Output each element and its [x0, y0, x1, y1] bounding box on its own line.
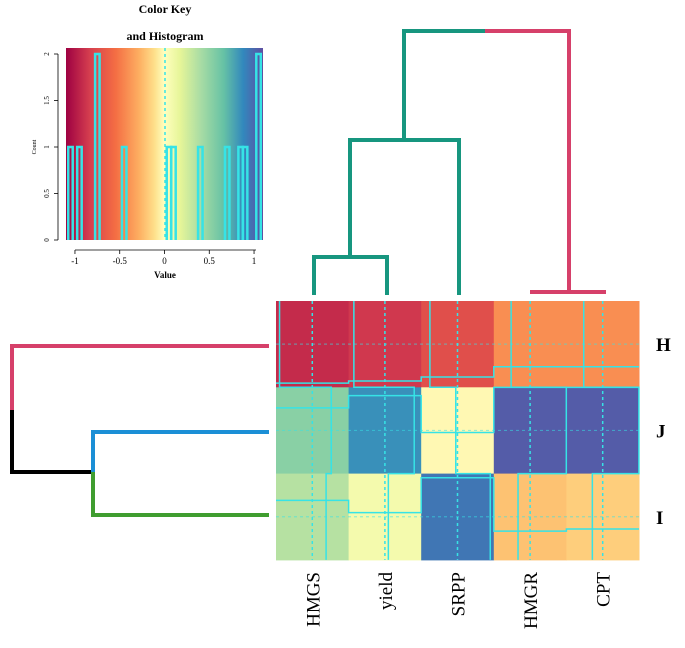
color-key-y-tick-label: 1 — [43, 145, 51, 149]
row-dendro-i-branch — [91, 472, 269, 517]
color-key-x-tick-label: 0 — [162, 256, 167, 266]
color-key-x-ticks: -1 -0.5 0 0.5 1 — [71, 250, 256, 266]
color-key-y-ticks: 0 0.5 1 1.5 2 — [43, 52, 58, 242]
row-dendro-h-branch — [10, 344, 269, 410]
row-dendro-root — [10, 410, 93, 474]
color-key: Color Key and Histogram 0 0.5 1 1.5 2 -1 -0.5… — [32, 2, 263, 280]
col-dendro-root-right — [485, 29, 571, 292]
color-key-histogram-bar — [169, 145, 177, 240]
color-key-ylabel: Count — [32, 139, 38, 154]
color-key-x-tick-label: 0.5 — [204, 256, 216, 266]
row-labels: H J I — [656, 335, 671, 529]
column-label-SRPP: SRPP — [449, 572, 470, 616]
row-label-J: J — [656, 421, 666, 442]
color-key-y-tick-label: 1.5 — [43, 96, 51, 105]
color-key-histogram-bar — [196, 145, 204, 240]
col-dendro-hmgs-yield — [312, 255, 389, 295]
color-key-histogram-bar — [75, 145, 83, 240]
row-dendrogram — [10, 344, 269, 517]
row-label-I: I — [656, 508, 663, 529]
color-key-histogram-bar — [223, 145, 231, 240]
row-trace-J — [276, 386, 639, 434]
column-labels: HMGS yield SRPP HMGR CPT — [303, 572, 614, 630]
color-key-title-line2: and Histogram — [126, 29, 203, 43]
color-key-y-tick-label: 2 — [43, 52, 51, 56]
color-key-histogram-bar — [241, 145, 249, 240]
column-label-HMGS: HMGS — [303, 572, 324, 627]
color-key-xlabel: Value — [154, 270, 176, 280]
color-key-x-tick-label: -0.5 — [113, 256, 128, 266]
color-key-x-tick-label: 1 — [252, 256, 257, 266]
col-trace-SRPP — [429, 301, 492, 560]
column-dendrogram — [312, 29, 606, 295]
column-label-yield: yield — [376, 572, 397, 610]
row-trace-I — [276, 477, 639, 532]
col-dendro-left-cluster — [348, 138, 461, 295]
color-key-y-tick-label: 0.5 — [43, 189, 51, 198]
row-label-H: H — [656, 335, 671, 356]
col-dendro-root-left — [402, 29, 485, 140]
color-key-histogram-bar — [66, 145, 74, 240]
column-label-HMGR: HMGR — [521, 572, 542, 629]
row-dendro-j-branch — [91, 430, 269, 472]
column-label-CPT: CPT — [594, 572, 615, 607]
color-key-histogram — [66, 52, 263, 240]
color-key-x-tick-label: -1 — [71, 256, 79, 266]
color-key-histogram-bar — [93, 52, 101, 240]
color-key-histogram-bar — [120, 145, 128, 240]
row-trace-H — [276, 365, 639, 384]
color-key-y-tick-label: 0 — [43, 238, 51, 242]
color-key-histogram-bar — [255, 52, 263, 240]
color-key-title-line1: Color Key — [139, 2, 192, 16]
heatmap-traces — [276, 301, 640, 560]
